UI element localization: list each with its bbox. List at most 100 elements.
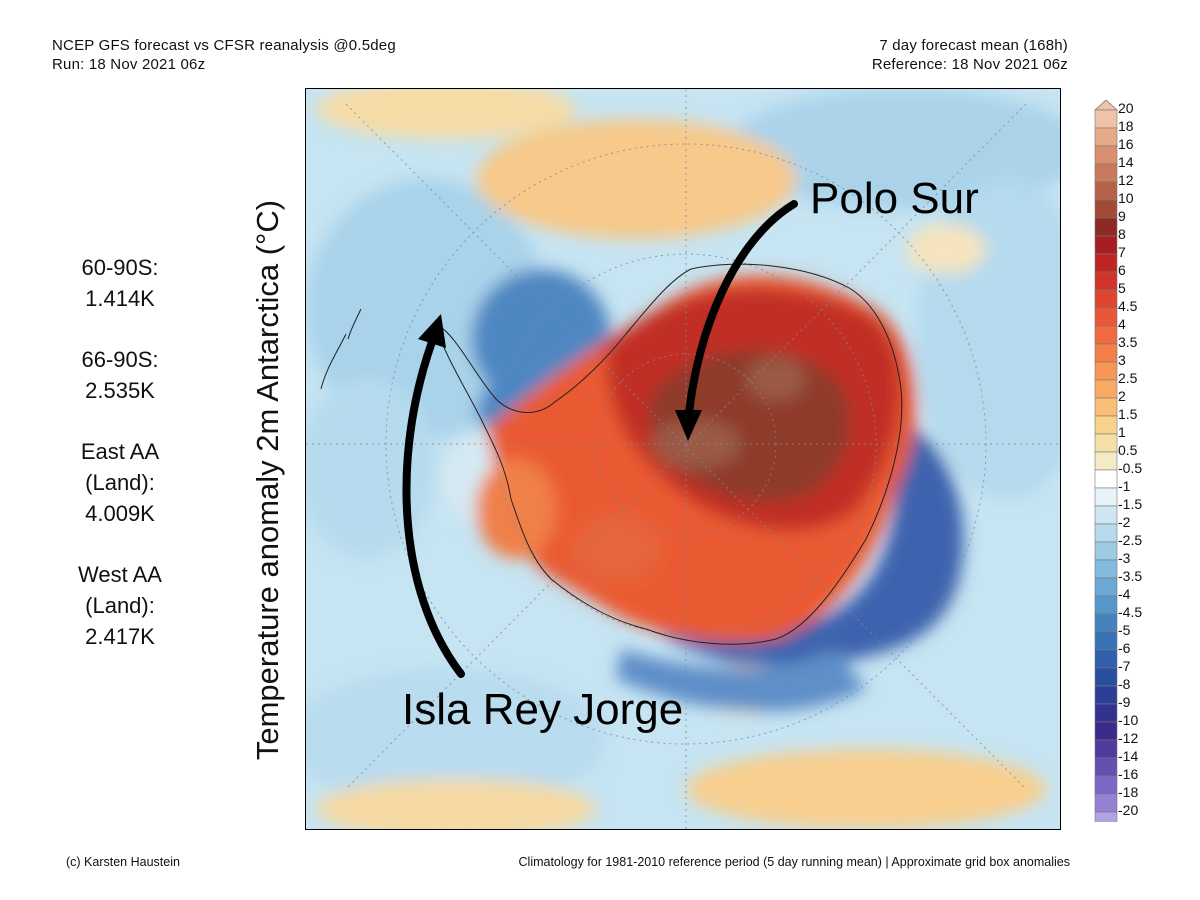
colorbar-tick-label: 20 [1118,100,1134,116]
colorbar-tick-label: 16 [1118,136,1134,152]
colorbar-segment [1094,811,1118,822]
colorbar-segment [1094,397,1118,417]
colorbar-tick-label: 5 [1118,280,1126,296]
colorbar-segment [1094,145,1118,165]
colorbar-tick-label: -10 [1118,712,1139,728]
colorbar-segment [1094,415,1118,435]
colorbar-tick-label: -8 [1118,676,1131,692]
colorbar-segment [1094,703,1118,723]
colorbar-tick-label: 4.5 [1118,298,1138,314]
stat-west-aa: West AA (Land): 2.417K [40,559,200,652]
anomaly-field [306,89,1060,829]
stat-label: East AA [80,439,160,464]
stats-panel: 60-90S: 1.414K 66-90S: 2.535K East AA (L… [40,252,200,682]
colorbar-segment [1094,595,1118,615]
colorbar-tick-label: -20 [1118,802,1139,818]
colorbar-segment [1094,685,1118,705]
colorbar-tick-label: -4 [1118,586,1131,602]
colorbar-segment [1094,289,1118,309]
colorbar-tick-label: 4 [1118,316,1126,332]
arrowhead-isla-rey-jorge [418,314,446,348]
colorbar-tick-label: 3 [1118,352,1126,368]
header-right: 7 day forecast mean (168h) Reference: 18… [872,36,1068,74]
map-title-vertical: Temperature anomaly 2m Antarctica (°C) [250,199,285,761]
colorbar-tick-label: -9 [1118,694,1131,710]
colorbar-segment [1094,163,1118,183]
colorbar-tick-label: 10 [1118,190,1134,206]
colorbar-segment [1094,253,1118,273]
stat-label: 60-90S: [81,255,159,280]
stat-value: 1.414K [85,286,155,311]
colorbar-segment [1094,109,1118,129]
colorbar-tick-label: -7 [1118,658,1131,674]
colorbar-tick-label: -2 [1118,514,1131,530]
colorbar-segment [1094,181,1118,201]
colorbar-labels: 20 18 16 14 12 10 9 8 7 6 5 4.5 4 3.5 3 2.5 2 1.5 1 0.5 -0.5… [1118,101,1178,817]
colorbar-tick-label: 9 [1118,208,1126,224]
annotation-arrows [402,200,798,678]
colorbar-segment [1094,451,1118,471]
colorbar-tick-label: -1 [1118,478,1131,494]
colorbar-segment [1094,325,1118,345]
stat-value: 2.535K [85,378,155,403]
colorbar-segment [1094,577,1118,597]
anomaly-map [305,88,1061,830]
colorbar [1094,100,1118,822]
annotation-polo-sur: Polo Sur [810,174,979,223]
colorbar-segment [1094,379,1118,399]
colorbar-tick-label: -1.5 [1118,496,1143,512]
annotation-isla-rey-jorge: Isla Rey Jorge [402,685,684,734]
header-run: Run: 18 Nov 2021 06z [52,56,206,73]
colorbar-segment [1094,199,1118,219]
colorbar-segment [1094,649,1118,669]
colorbar-tick-label: 8 [1118,226,1126,242]
colorbar-tick-label: -0.5 [1118,460,1143,476]
colorbar-segment [1094,469,1118,489]
header-model-title: NCEP GFS forecast vs CFSR reanalysis @0.… [52,37,396,54]
footer-credit: (c) Karsten Haustein [66,855,180,869]
header-reference: Reference: 18 Nov 2021 06z [871,56,1068,73]
south-america-tip [320,308,362,390]
colorbar-segment [1094,307,1118,327]
colorbar-segment [1094,775,1118,795]
colorbar-tick-label: -3.5 [1118,568,1143,584]
colorbar-segment [1094,523,1118,543]
stat-value: 4.009K [85,501,155,526]
colorbar-tick-label: 18 [1118,118,1134,134]
arrow-polo-sur [684,200,798,428]
colorbar-tick-label: 2.5 [1118,370,1138,386]
colorbar-segment [1094,667,1118,687]
colorbar-segment [1094,235,1118,255]
colorbar-tick-label: 1.5 [1118,406,1138,422]
colorbar-tick-label: 14 [1118,154,1134,170]
stat-east-aa: East AA (Land): 4.009K [40,436,200,529]
colorbar-segment [1094,721,1118,741]
header-left: NCEP GFS forecast vs CFSR reanalysis @0.… [52,36,396,74]
stat-value: 2.417K [85,624,155,649]
colorbar-tick-label: -18 [1118,784,1139,800]
colorbar-segment [1094,217,1118,237]
colorbar-tick-label: 6 [1118,262,1126,278]
colorbar-segment [1094,631,1118,651]
colorbar-tick-label: -6 [1118,640,1131,656]
colorbar-tick-label: 0.5 [1118,442,1138,458]
colorbar-segment [1094,739,1118,759]
stat-label-sub: (Land): [85,470,155,495]
colorbar-tick-label: 7 [1118,244,1126,260]
stat-label: West AA [78,562,162,587]
colorbar-segment [1094,433,1118,453]
colorbar-tick-label: -4.5 [1118,604,1143,620]
anomaly-map-graphic [306,89,1060,829]
colorbar-tick-label: -12 [1118,730,1139,746]
colorbar-segment [1094,343,1118,363]
colorbar-segment [1094,505,1118,525]
colorbar-tick-label: 12 [1118,172,1134,188]
arrow-isla-rey-jorge [402,327,465,678]
colorbar-tick-label: -5 [1118,622,1131,638]
arrowhead-polo-sur [675,410,702,441]
footer-note: Climatology for 1981-2010 reference peri… [518,855,1070,869]
colorbar-segment [1094,487,1118,507]
colorbar-tick-label: -14 [1118,748,1139,764]
antarctica-coastline [435,263,903,645]
colorbar-segment [1094,613,1118,633]
